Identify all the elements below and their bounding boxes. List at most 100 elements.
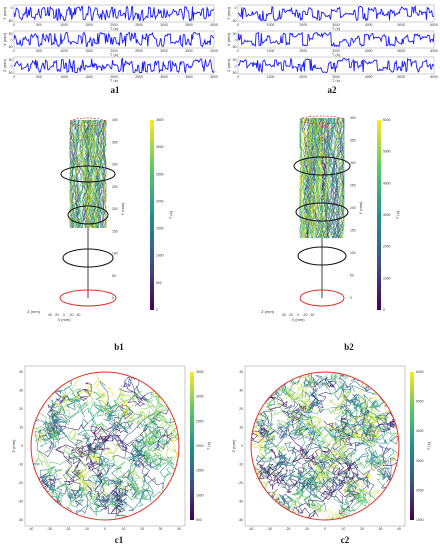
trajectory-path [330, 393, 366, 409]
ts-xtick: 1000 [60, 75, 68, 79]
colorbar-tick: 3000 [196, 395, 204, 399]
trajectory-path [54, 403, 88, 426]
ts-xtick: 2000 [300, 49, 308, 53]
ts-ylabel: Z (mm) [2, 58, 7, 72]
trajectory-path [95, 377, 115, 414]
trajectory-path [280, 416, 304, 440]
trajectory-path [337, 463, 357, 493]
trajectory-path [81, 402, 119, 417]
ts-ytick: -50 [8, 19, 13, 23]
colorbar-label: T (s) [426, 441, 431, 450]
trajectory-path [51, 413, 83, 447]
trajectory-path [120, 488, 152, 512]
trajectory-path [358, 413, 389, 430]
trajectory-path [251, 461, 263, 501]
trajectory-path [360, 397, 372, 416]
x-axis-label: X (mm) [291, 317, 305, 322]
colorbar-tick: 6000 [416, 370, 424, 374]
trajectory-line [302, 117, 320, 239]
ts-trace [13, 31, 215, 48]
trajectory-path [127, 471, 146, 497]
z-tick: 400 [350, 116, 356, 120]
y-tick: 0 [241, 444, 243, 448]
trajectory-path [338, 490, 361, 515]
ts-trace [13, 57, 215, 74]
trajectory-path [303, 459, 326, 491]
ts-xtick: 3000 [160, 23, 168, 27]
ts-ytick: 0 [235, 6, 237, 10]
trajectory-path [67, 428, 89, 457]
x-tick: 0 [324, 527, 326, 531]
trajectory-path [293, 469, 315, 490]
trajectory-path [302, 402, 323, 439]
trajectory-path [259, 423, 286, 436]
trajectory-path [344, 469, 358, 496]
y-tick: -10 [238, 463, 243, 467]
trajectory-line [81, 119, 95, 229]
trajectory-path [84, 384, 106, 408]
ts-ytick: 50 [233, 58, 237, 62]
trajectory-path [113, 412, 155, 460]
trajectory-path [349, 406, 379, 432]
trajectory-path [291, 478, 317, 497]
trajectory-path [282, 380, 316, 403]
trajectory-path [340, 426, 375, 446]
ts-xtick: 1000 [267, 23, 275, 27]
panel-c2: -40 -40 -30 -30 -20 -20 -10 -10 0 0 10 10 20 20 30 30 40… [222, 360, 440, 550]
trajectory-path [281, 410, 303, 429]
trajectory-path [69, 488, 106, 508]
trajectory-path [259, 465, 296, 477]
trajectory-path [303, 478, 329, 507]
ts-ylabel: Y (mm) [226, 6, 231, 20]
ts-xlabel: T (s) [110, 78, 119, 82]
ts-xtick: 6000 [430, 75, 438, 79]
trajectory-line [324, 117, 333, 239]
trajectory-path [283, 442, 297, 465]
trajectory-path [329, 442, 361, 467]
trajectory-path [255, 453, 287, 477]
trajectory-path [85, 433, 102, 458]
y-tick: 10 [239, 426, 243, 430]
y-axis-label: Z (mm) [261, 309, 275, 314]
ts-ytick: -50 [8, 45, 13, 49]
trajectory-line [299, 117, 310, 239]
trajectory-path [165, 424, 179, 442]
trajectory-line [312, 117, 325, 239]
trajectory-path [292, 427, 315, 463]
ts-xtick: 4000 [210, 49, 218, 53]
trajectory-path [141, 456, 164, 489]
ts-xtick: 0 [237, 75, 239, 79]
colorbar [190, 372, 194, 520]
trajectory-line [83, 119, 98, 229]
colorbar-tick: 2500 [196, 419, 204, 423]
trajectory-path [315, 437, 334, 470]
ts-xtick: 5000 [398, 75, 406, 79]
trajectory-path [34, 418, 68, 448]
y-tick: 20 [239, 407, 243, 411]
ts-xlabel: T (s) [110, 52, 119, 57]
x-tick: -10 [304, 527, 309, 531]
z-tick: 0 [112, 296, 114, 300]
trajectory-path [267, 454, 295, 467]
trajectory-path [263, 429, 288, 448]
x-tick: -40 [249, 527, 254, 531]
ts-trace [237, 57, 435, 74]
colorbar-label: T (s) [206, 441, 211, 450]
ts-xlabel: T (s) [332, 78, 341, 82]
trajectory-path [349, 394, 367, 412]
trajectory-path [331, 428, 348, 460]
ts-xtick: 4000 [210, 23, 218, 27]
trajectory-path [256, 411, 271, 430]
ts-ytick: 50 [9, 58, 13, 62]
trajectory-path [259, 425, 288, 438]
trajectory-path [333, 391, 352, 416]
trajectory-path [376, 468, 391, 490]
trajectory-path [267, 449, 288, 474]
trajectory-line [77, 119, 90, 229]
x-tick: 40 [282, 313, 286, 317]
ts-trace [237, 31, 435, 48]
trajectory-path [36, 434, 55, 458]
z-tick: 300 [112, 163, 118, 167]
panel-label-a1: a1 [110, 85, 120, 95]
trajectory-path [333, 490, 366, 513]
